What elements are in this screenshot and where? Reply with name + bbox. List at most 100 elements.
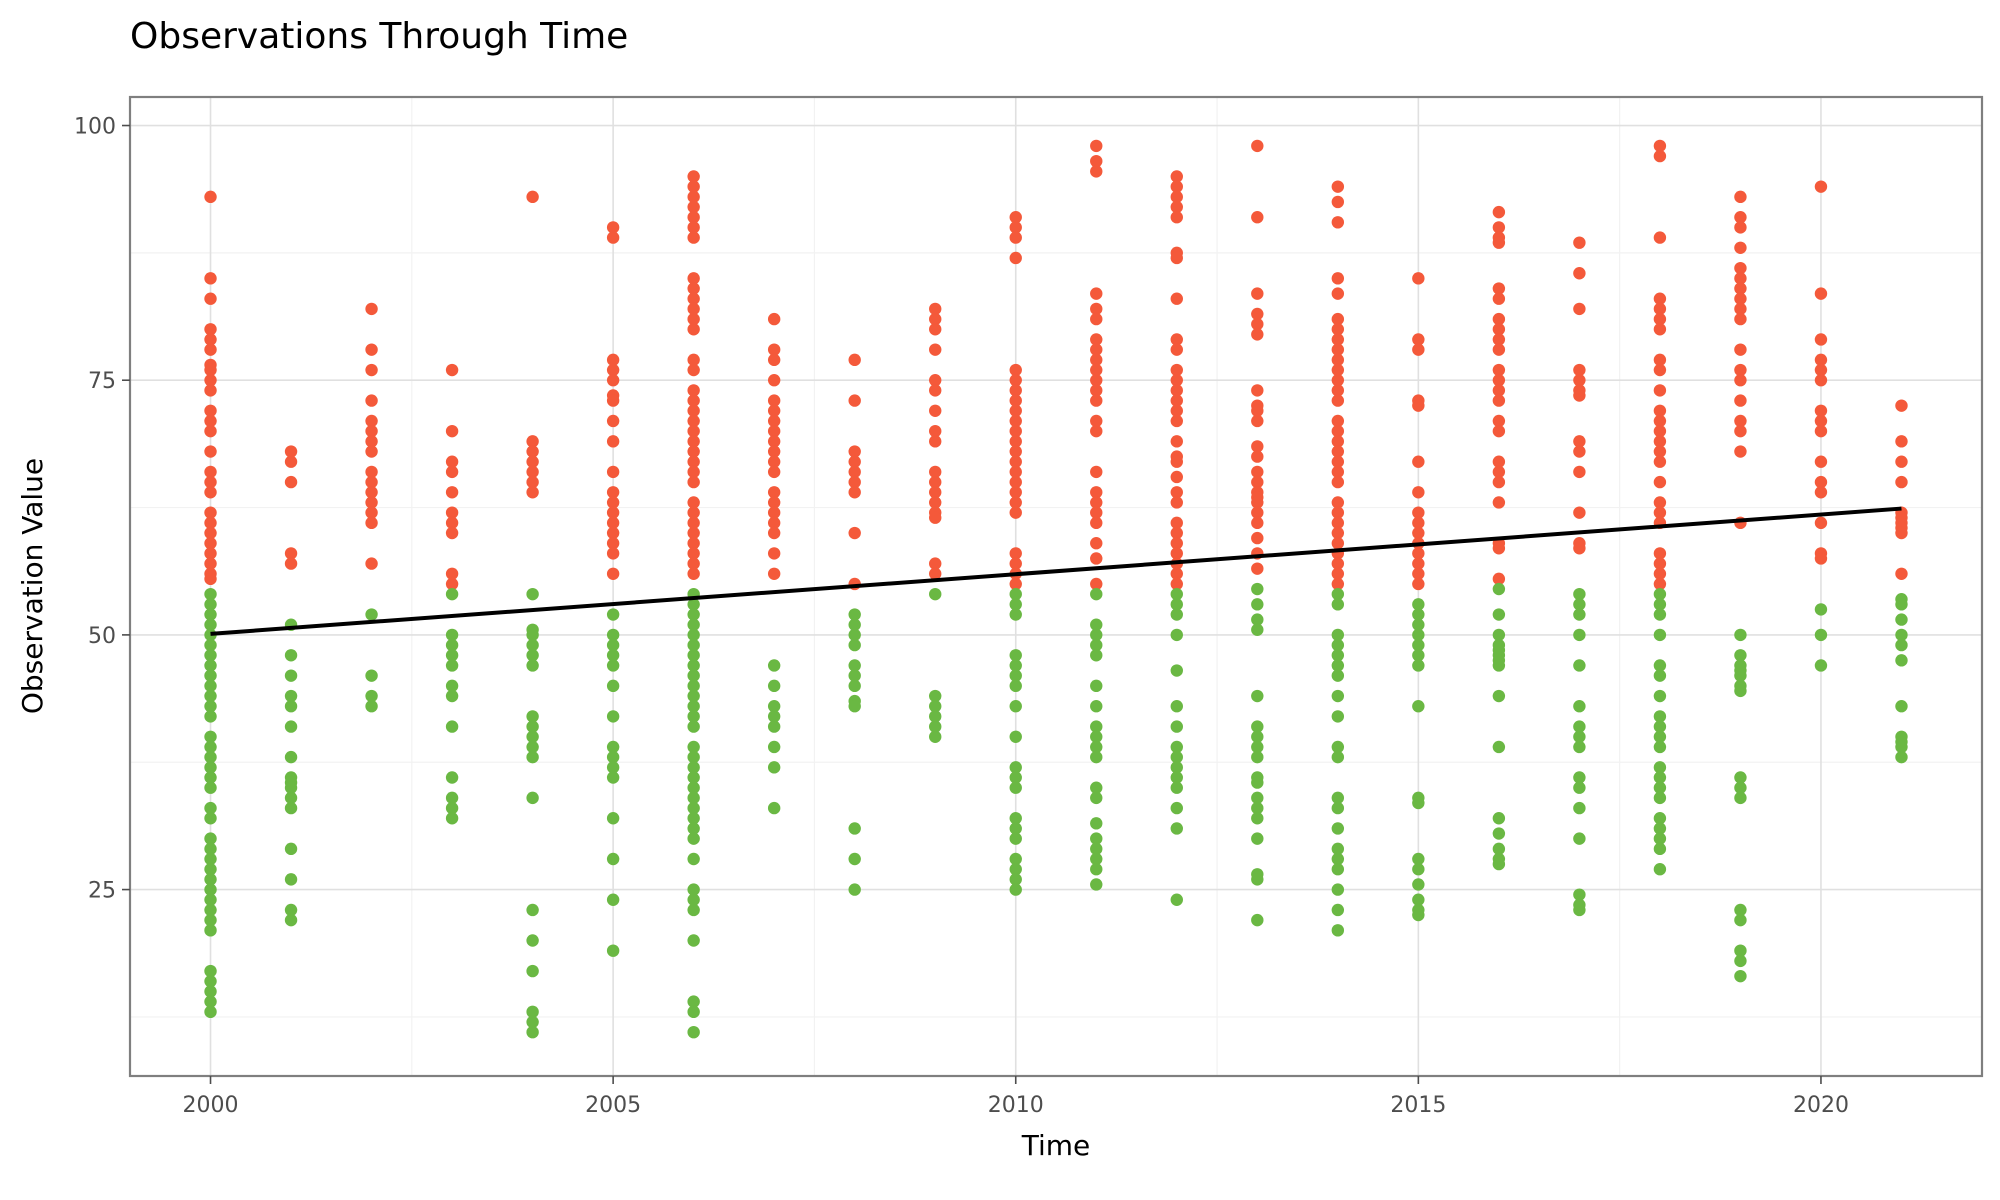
data-point [1009,424,1022,438]
data-point [1814,475,1828,489]
data-point [1090,312,1103,326]
data-point [365,557,378,570]
data-point [1734,628,1747,642]
data-point [1331,455,1345,468]
y-tick-label: 100 [74,115,116,140]
data-point [1492,343,1506,356]
data-point [1090,287,1103,300]
data-point [767,394,781,407]
data-point [1331,363,1345,377]
data-point [767,424,781,438]
data-point [1090,343,1103,356]
data-point [204,995,217,1008]
data-point [1573,700,1586,713]
data-point [1492,363,1506,377]
data-point [929,384,942,397]
data-point [1331,649,1345,662]
data-point [1170,190,1183,204]
data-point [1009,547,1022,560]
data-point [1734,312,1747,326]
data-point [1251,873,1264,886]
data-point [1251,613,1264,626]
data-point [1331,414,1345,428]
data-point [929,730,942,743]
data-point [1653,475,1667,489]
data-point [687,883,700,896]
data-point [204,710,217,723]
data-point [1573,542,1586,555]
data-point [1331,689,1345,703]
data-point [1331,323,1345,336]
data-point [1090,465,1103,479]
data-point [848,700,861,713]
data-point [1814,603,1828,616]
data-point [767,343,781,356]
data-point [1331,435,1345,448]
data-point [1331,516,1345,530]
data-point [687,893,700,906]
data-point [1170,455,1183,468]
data-point [1090,154,1103,168]
data-point [1492,292,1506,305]
data-point [365,700,378,713]
data-point [1009,761,1022,774]
data-point [1251,516,1264,530]
data-point [445,486,459,499]
data-point [1090,628,1103,642]
data-point [1412,343,1425,356]
data-point [204,526,217,540]
data-point [1170,211,1183,224]
data-point [284,689,298,703]
data-point [1009,211,1022,224]
data-point [204,587,217,601]
data-point [1251,689,1264,703]
data-point [767,496,781,509]
data-point [687,465,700,479]
data-point [687,832,700,845]
data-point [204,384,217,397]
data-point [1009,475,1022,489]
data-point [1331,424,1345,438]
x-tick-label: 2010 [988,1093,1044,1118]
data-point [1170,470,1183,484]
data-point [1090,781,1103,794]
data-point [1653,312,1667,326]
data-point [1492,542,1506,555]
data-point [1170,822,1183,835]
data-point [606,944,620,957]
data-point [1895,654,1908,667]
data-point [1412,486,1425,499]
data-point [1492,221,1506,234]
data-point [204,985,217,998]
data-point [526,587,539,601]
data-point [1653,628,1667,642]
data-point [1653,791,1667,805]
data-point [1653,302,1667,316]
data-point [1251,913,1264,927]
data-point [204,572,217,586]
data-point [284,801,298,815]
data-point [1734,272,1747,285]
data-point [767,506,781,519]
data-point [284,781,298,794]
data-point [284,547,298,560]
data-point [929,343,942,356]
data-point [284,475,298,489]
data-point [445,720,459,733]
data-point [204,669,217,682]
data-point [1573,374,1586,387]
data-point [1170,628,1183,642]
data-point [1009,414,1022,428]
data-point [1170,363,1183,377]
data-point [204,638,217,652]
data-point [365,496,378,509]
data-point [1653,363,1667,377]
data-point [1814,628,1828,642]
data-point [1895,750,1908,764]
data-point [606,659,620,672]
data-point [204,924,217,937]
data-point [1412,455,1425,468]
data-point [1251,720,1264,733]
data-point [1331,710,1345,723]
data-point [1412,547,1425,560]
